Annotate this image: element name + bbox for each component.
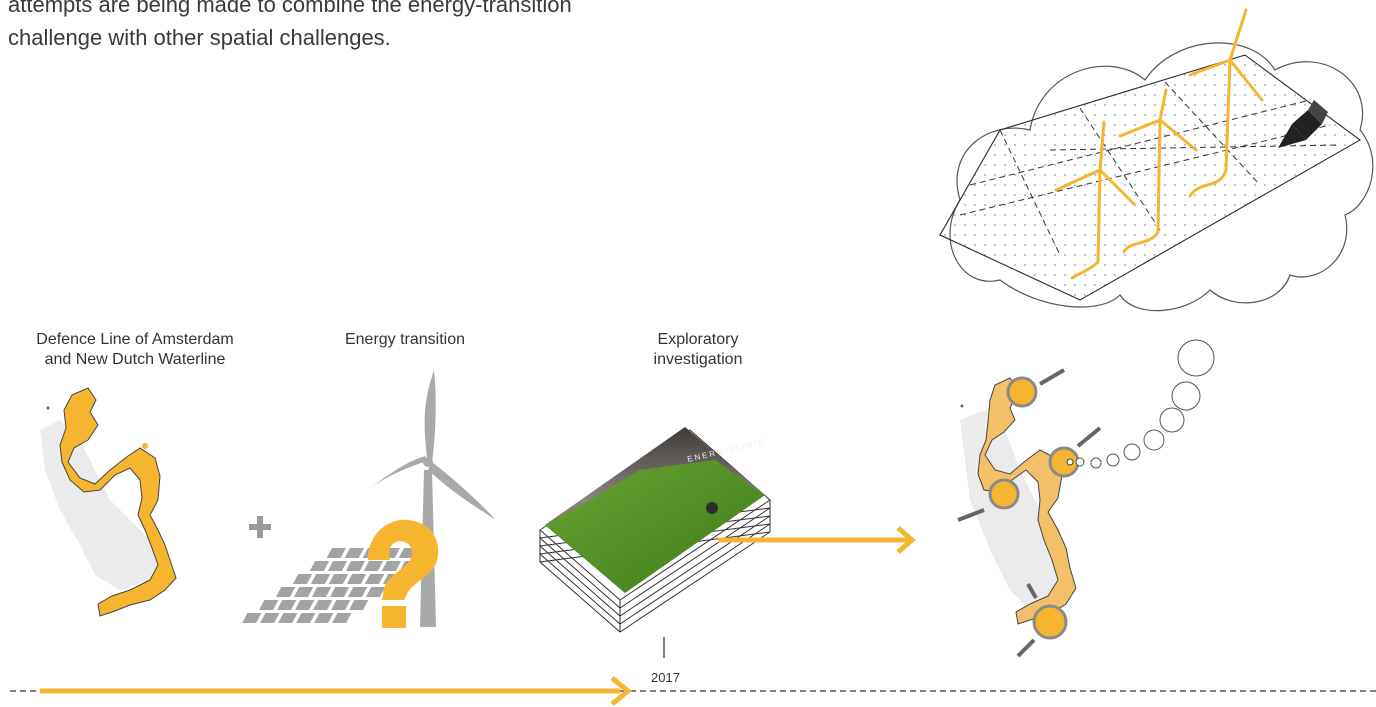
defence-line-label-line-2: and New Dutch Waterline [44, 351, 226, 368]
highlighted-defence-line-map [957, 368, 1102, 658]
energy-transition-label: Energy transition [305, 330, 505, 350]
defence-line-label: Defence Line of Amsterdam and New Dutch … [10, 330, 260, 370]
defence-line-map [40, 387, 177, 617]
timeline-year-label: 2017 [651, 670, 680, 685]
arrow-right-icon [718, 526, 916, 554]
plus-icon [249, 516, 271, 538]
energy-transition-label-line-1: Energy transition [344, 331, 466, 348]
thought-cloud-icon [939, 8, 1374, 312]
exploratory-report-book: ENERGIELINIE [538, 427, 771, 633]
intro-line-1: attempts are being made to combine the e… [8, 0, 572, 17]
thought-bubbles [1075, 339, 1215, 469]
intro-text: attempts are being made to combine the e… [8, 0, 708, 54]
question-mark-icon [368, 519, 439, 628]
exploratory-investigation-label: Exploratory investigation [598, 330, 798, 370]
exploratory-label-line-1: Exploratory [657, 331, 739, 348]
exploratory-label-line-2: investigation [653, 351, 743, 368]
defence-line-label-line-1: Defence Line of Amsterdam [36, 331, 234, 348]
intro-line-2: challenge with other spatial challenges. [8, 25, 391, 50]
solar-panel-icon [242, 548, 420, 623]
timeline [10, 637, 1376, 706]
pencil-icon [1278, 100, 1328, 148]
